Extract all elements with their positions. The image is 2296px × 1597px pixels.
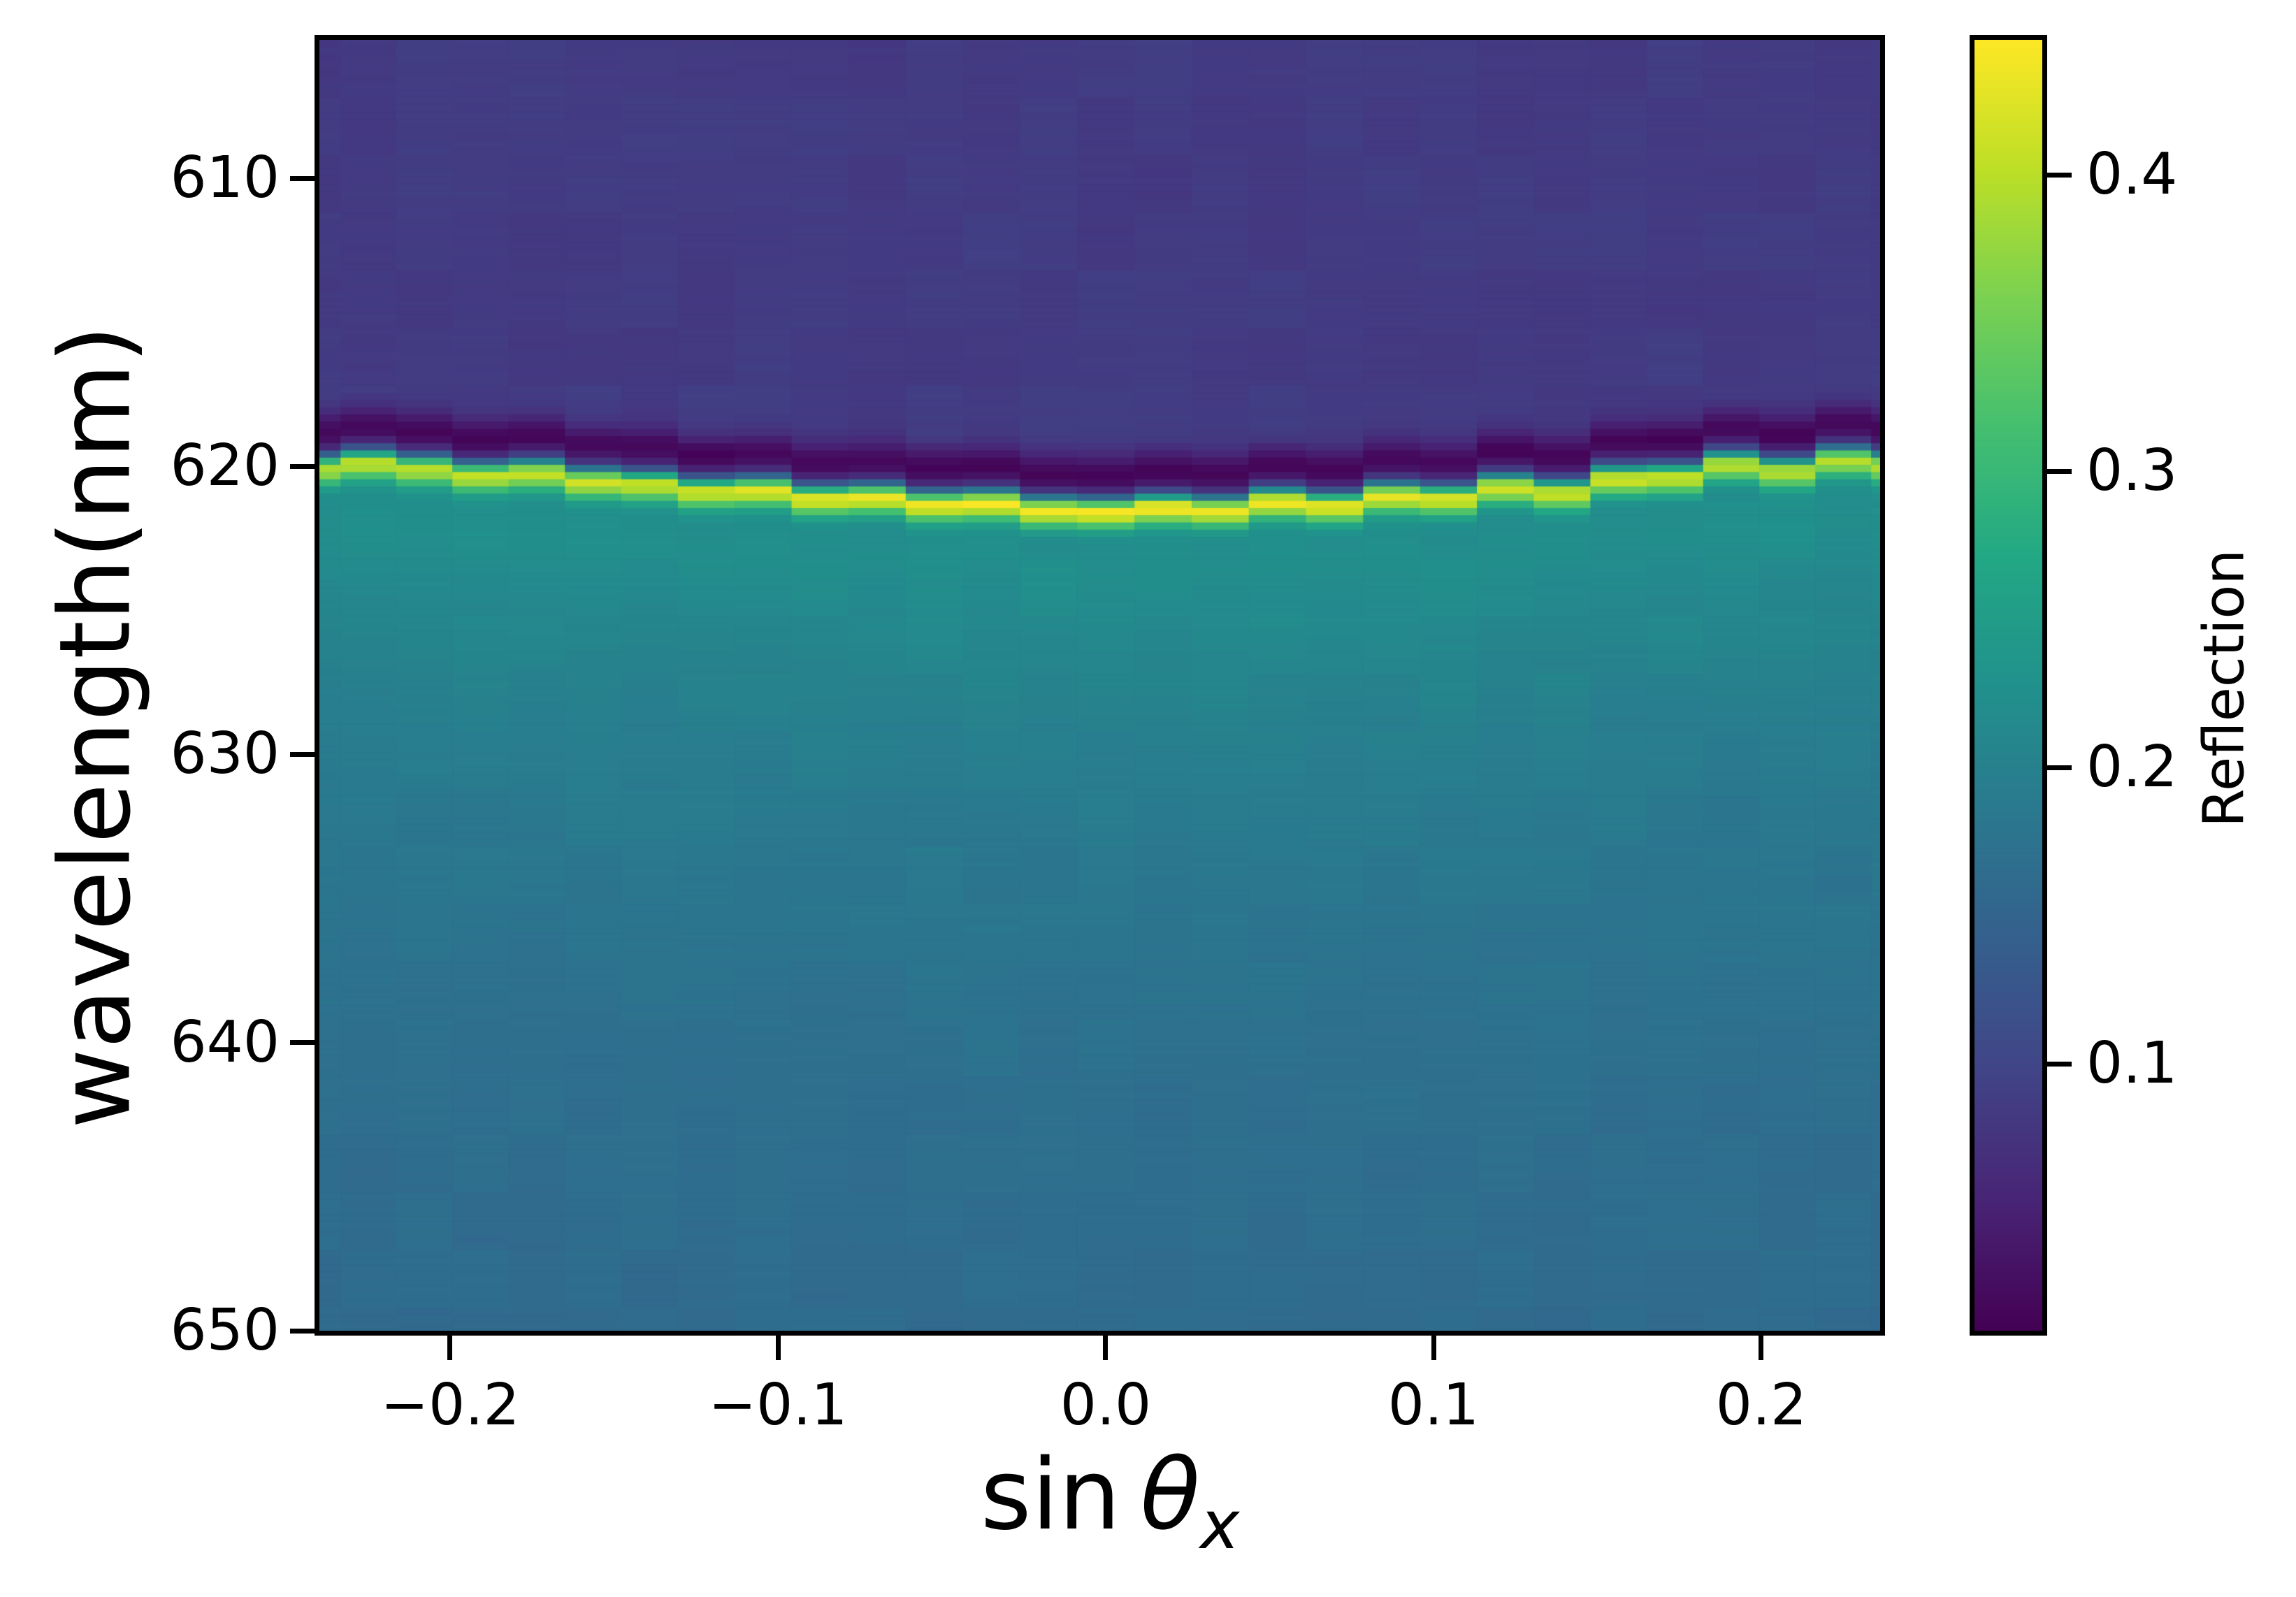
colorbar xyxy=(1970,35,2047,1336)
y-tick-label-620: 620 xyxy=(170,433,280,499)
x-tick-label-neg0p2: −0.2 xyxy=(380,1372,520,1438)
x-tick-0p1 xyxy=(1431,1336,1436,1360)
y-tick-650 xyxy=(290,1329,315,1334)
colorbar-title: Reflection xyxy=(2191,549,2257,828)
x-tick-0p2 xyxy=(1759,1336,1763,1360)
x-tick-label-0p1: 0.1 xyxy=(1387,1372,1480,1438)
colorbar-tick-0p4 xyxy=(2047,173,2072,178)
x-axis-title-subscript: x xyxy=(1200,1487,1240,1564)
x-tick-neg0p2 xyxy=(447,1336,452,1360)
x-axis-title-theta: θ xyxy=(1140,1438,1200,1552)
y-tick-label-650: 650 xyxy=(170,1297,280,1364)
colorbar-tick-label-0p1: 0.1 xyxy=(2086,1030,2178,1097)
x-axis-title-sin: sin xyxy=(980,1438,1121,1552)
heatmap-canvas xyxy=(319,40,1880,1331)
colorbar-tick-label-0p3: 0.3 xyxy=(2086,438,2178,504)
x-axis-title: sin θx xyxy=(981,1438,1239,1564)
colorbar-canvas xyxy=(1974,40,2042,1331)
x-tick-label-0p0: 0.0 xyxy=(1060,1372,1152,1438)
x-tick-neg0p1 xyxy=(776,1336,781,1360)
x-tick-0p0 xyxy=(1103,1336,1108,1360)
y-tick-610 xyxy=(290,176,315,181)
colorbar-tick-0p3 xyxy=(2047,469,2072,474)
y-tick-label-630: 630 xyxy=(170,721,280,787)
colorbar-tick-label-0p2: 0.2 xyxy=(2086,734,2178,800)
heatmap-plot xyxy=(315,35,1885,1336)
x-tick-label-0p2: 0.2 xyxy=(1715,1372,1807,1438)
y-tick-640 xyxy=(290,1040,315,1045)
y-tick-630 xyxy=(290,752,315,757)
colorbar-tick-0p1 xyxy=(2047,1062,2072,1067)
x-tick-label-neg0p1: −0.1 xyxy=(708,1372,848,1438)
colorbar-tick-label-0p4: 0.4 xyxy=(2086,141,2178,208)
y-tick-620 xyxy=(290,464,315,469)
y-tick-label-610: 610 xyxy=(170,145,280,211)
colorbar-tick-0p2 xyxy=(2047,765,2072,770)
y-tick-label-640: 640 xyxy=(170,1009,280,1076)
